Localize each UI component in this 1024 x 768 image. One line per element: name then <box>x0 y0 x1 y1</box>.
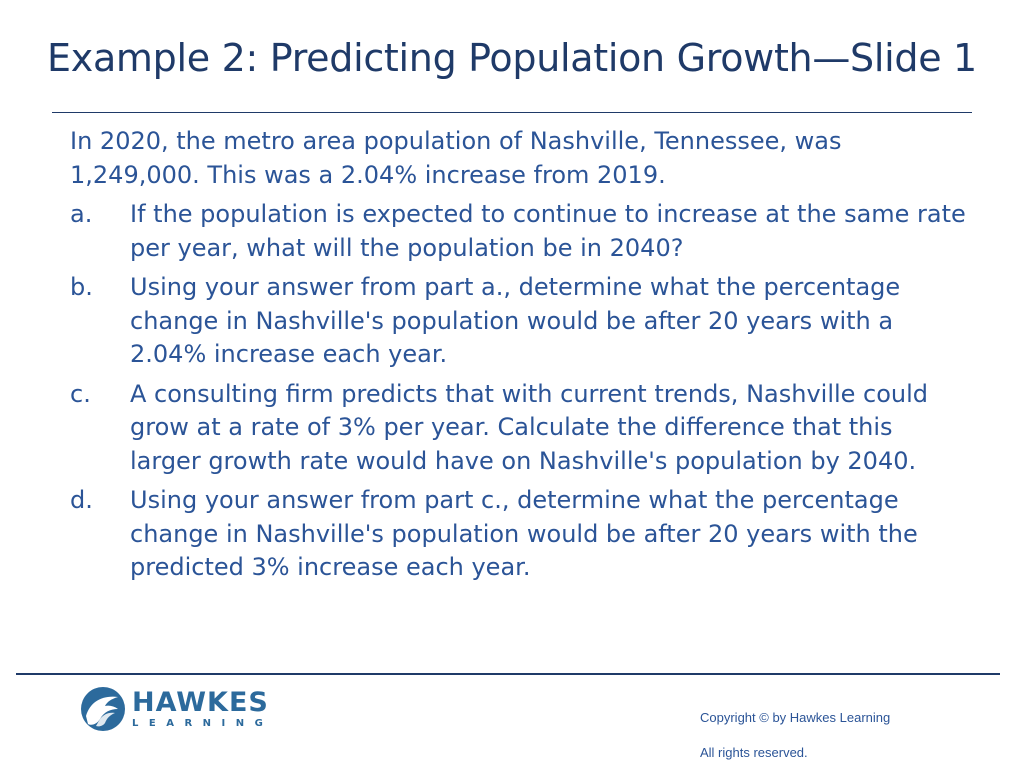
part-d: d. Using your answer from part c., deter… <box>70 484 970 585</box>
part-d-text: Using your answer from part c., determin… <box>130 486 918 581</box>
part-b-text: Using your answer from part a., determin… <box>130 273 901 368</box>
part-a-letter: a. <box>70 200 93 228</box>
part-d-letter: d. <box>70 486 93 514</box>
part-c: c. A consulting firm predicts that with … <box>70 378 970 479</box>
hawkes-learning-logo: HAWKES LEARNING <box>80 686 273 732</box>
part-c-text: A consulting firm predicts that with cur… <box>130 379 929 475</box>
part-a: a. If the population is expected to cont… <box>70 198 970 265</box>
part-c-letter: c. <box>70 379 91 408</box>
hawk-head-icon <box>81 687 125 731</box>
part-b: b. Using your answer from part a., deter… <box>70 271 970 372</box>
title-divider <box>52 112 972 113</box>
part-a-text: If the population is expected to continu… <box>130 200 966 262</box>
logo-subtitle: LEARNING <box>132 717 274 729</box>
problem-intro: In 2020, the metro area population of Na… <box>70 127 842 189</box>
rights-text: All rights reserved. <box>700 745 808 760</box>
part-b-letter: b. <box>70 273 93 301</box>
logo-text: HAWKES LEARNING <box>132 689 273 730</box>
footer-divider <box>16 673 1000 675</box>
slide-title: Example 2: Predicting Population Growth—… <box>47 36 977 80</box>
slide-body: In 2020, the metro area population of Na… <box>70 125 970 591</box>
copyright-text: Copyright © by Hawkes Learning <box>700 710 891 725</box>
logo-name: HAWKES <box>132 686 269 718</box>
